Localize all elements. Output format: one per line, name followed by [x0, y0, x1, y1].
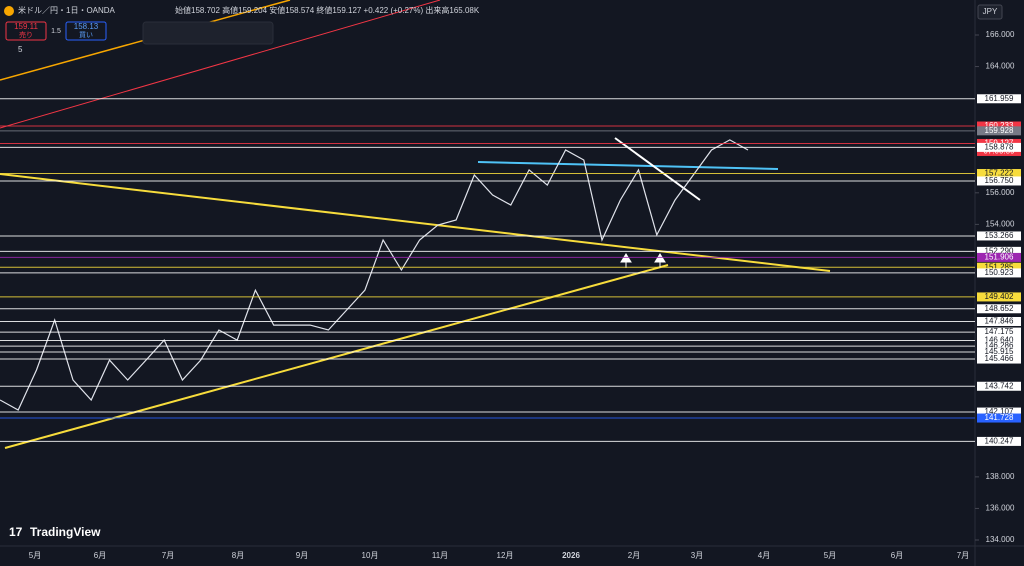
- price-label: 158.878: [985, 143, 1014, 152]
- price-label: 160.233: [985, 121, 1014, 130]
- y-tick-label: 154.000: [986, 219, 1015, 228]
- price-label: 156.750: [985, 176, 1014, 185]
- price-label-bg: [977, 436, 1021, 446]
- price-label-bg: [977, 262, 1021, 272]
- trend-line: [4, 264, 669, 449]
- sell-button[interactable]: [5, 21, 47, 41]
- buy-label: 買い: [79, 31, 93, 39]
- price-label-bg: [977, 231, 1021, 241]
- price-label-bg: [977, 304, 1021, 314]
- price-label: 145.915: [985, 347, 1014, 356]
- price-label: 157.222: [985, 169, 1014, 178]
- price-label: 151.906: [985, 253, 1014, 262]
- price-label-bg: [977, 336, 1021, 346]
- x-tick-label: 12月: [497, 551, 514, 560]
- price-label: 161.959: [985, 94, 1014, 103]
- arrow: [654, 253, 666, 268]
- drawing-toolbar[interactable]: [142, 21, 274, 45]
- x-tick-label: 4月: [758, 551, 770, 560]
- price-label: 151.285: [985, 262, 1014, 271]
- logo-mark: 17: [9, 525, 23, 539]
- drawings: [0, 0, 831, 449]
- price-label: 159.928: [985, 126, 1014, 135]
- price-label: 142.107: [985, 407, 1014, 416]
- trend-line: [0, 0, 441, 129]
- x-tick-label: 11月: [432, 551, 448, 560]
- price-label: 140.247: [985, 437, 1014, 446]
- price-label-bg: [977, 94, 1021, 104]
- price-label: 141.728: [985, 413, 1014, 422]
- y-tick-label: 156.000: [986, 188, 1015, 197]
- price-label-bg: [977, 126, 1021, 136]
- x-tick-label: 6月: [891, 551, 903, 560]
- price-label-bg: [977, 316, 1021, 326]
- arrow: [620, 253, 632, 268]
- price-label-bg: [977, 252, 1021, 262]
- trend-line: [477, 161, 779, 170]
- price-label-bg: [977, 347, 1021, 357]
- x-tick-label: 3月: [691, 551, 703, 560]
- price-label: 146.286: [985, 341, 1014, 350]
- price-label-bg: [977, 327, 1021, 337]
- x-tick-label: 5月: [29, 551, 41, 560]
- x-tick-label: 2026: [562, 551, 580, 560]
- marks: 166.000 164.000 156.000 154.000 138.000 136.0…: [0, 30, 1021, 560]
- price-label-bg: [977, 268, 1021, 278]
- x-tick-label: 5月: [824, 551, 836, 560]
- x-tick-label: 6月: [94, 551, 106, 560]
- price-label-bg: [977, 176, 1021, 186]
- price-label: 150.923: [985, 268, 1014, 277]
- price-label-bg: [977, 142, 1021, 152]
- y-tick-label: 136.000: [986, 504, 1015, 513]
- price-label-bg: [977, 121, 1021, 131]
- currency-button[interactable]: [977, 4, 1003, 20]
- ohlc: 始値158.702 高値159.204 安値158.574 終値159.127 …: [175, 5, 480, 15]
- price-label-bg: [977, 407, 1021, 417]
- x-tick-label: 7月: [957, 551, 969, 560]
- price-label: 146.640: [985, 336, 1014, 345]
- price-label: 147.175: [985, 327, 1014, 336]
- price-label-bg: [977, 246, 1021, 256]
- price-label: 152.290: [985, 246, 1014, 255]
- symbol-icon: [4, 6, 14, 16]
- trend-line: [614, 137, 701, 201]
- x-tick-label: 9月: [296, 551, 308, 560]
- buy-price: 158.13: [74, 22, 99, 31]
- y-tick-label: 134.000: [986, 535, 1015, 544]
- x-tick-label: 7月: [162, 551, 174, 560]
- price-label: 148.652: [985, 304, 1014, 313]
- y-tick-label: 164.000: [986, 62, 1015, 71]
- spread: 1.5: [51, 28, 61, 35]
- sell-price: 159.11: [14, 22, 38, 31]
- price-label-bg: [977, 169, 1021, 179]
- price-label: 149.402: [985, 292, 1014, 301]
- price-label-bg: [977, 341, 1021, 351]
- price-label-bg: [977, 413, 1021, 423]
- symbol: 米ドル／円・1日・OANDA: [18, 5, 116, 15]
- sell-label: 売り: [19, 30, 33, 39]
- indicator-count: 5: [18, 45, 23, 54]
- price-label-bg: [977, 381, 1021, 391]
- x-tick-label: 10月: [362, 551, 379, 560]
- y-tick-label: 166.000: [986, 30, 1015, 39]
- currency: JPY: [983, 7, 998, 16]
- price-label-bg: [977, 354, 1021, 364]
- price-label: 143.742: [985, 381, 1014, 390]
- x-tick-label: 2月: [628, 551, 640, 560]
- price-label: 147.846: [985, 317, 1014, 326]
- price-label-bg: [977, 292, 1021, 302]
- trend-line: [0, 173, 831, 272]
- buy-button[interactable]: [65, 21, 107, 41]
- price-label: 153.266: [985, 231, 1014, 240]
- y-tick-label: 138.000: [986, 472, 1015, 481]
- price-label: 145.466: [985, 354, 1014, 363]
- logo: TradingView: [30, 525, 101, 539]
- price-line: [0, 139, 749, 411]
- x-tick-label: 8月: [232, 551, 244, 560]
